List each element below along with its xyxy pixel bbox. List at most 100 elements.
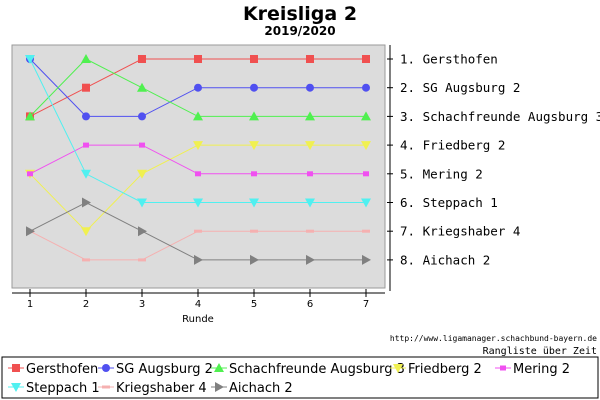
rank-label: 5. Mering 2 xyxy=(400,166,483,181)
data-point xyxy=(250,229,258,233)
legend-item: Kriegshaber 4 xyxy=(98,381,207,396)
legend-label: Steppach 1 xyxy=(26,381,100,396)
data-point xyxy=(306,254,315,265)
legend: Gersthofen SG Augsburg 2 Schachfreunde Aug… xyxy=(8,362,570,396)
legend-label: Friedberg 2 xyxy=(408,362,482,377)
data-point xyxy=(193,111,203,121)
data-point xyxy=(249,141,259,151)
data-point xyxy=(361,198,371,208)
rank-label: 4. Friedberg 2 xyxy=(400,138,505,153)
data-point xyxy=(137,198,147,208)
data-point xyxy=(25,55,35,64)
data-point xyxy=(138,226,147,237)
rank-label: 2. SG Augsburg 2 xyxy=(400,80,520,95)
legend-item: SG Augsburg 2 xyxy=(98,362,213,377)
legend-item: Aichach 2 xyxy=(211,381,293,396)
x-tick-label: 7 xyxy=(363,299,369,310)
data-point xyxy=(193,141,203,151)
legend-marker xyxy=(12,364,20,372)
data-point xyxy=(137,169,147,179)
x-tick-label: 4 xyxy=(195,299,201,310)
legend-item: Gersthofen xyxy=(8,362,98,377)
data-point xyxy=(139,142,145,148)
data-point xyxy=(138,258,146,262)
x-tick-label: 1 xyxy=(27,299,33,310)
series-5 xyxy=(25,55,371,208)
data-point xyxy=(83,142,89,148)
legend-marker xyxy=(102,364,110,372)
data-point xyxy=(361,111,371,121)
rank-label: 7. Kriegshaber 4 xyxy=(400,224,520,239)
data-point xyxy=(82,197,91,208)
data-point xyxy=(306,55,314,63)
data-point xyxy=(26,226,35,237)
x-tick-label: 3 xyxy=(139,299,145,310)
data-point xyxy=(362,55,370,63)
x-tick-label: 2 xyxy=(83,299,89,310)
series-7 xyxy=(26,197,371,265)
legend-marker xyxy=(500,365,506,371)
data-point xyxy=(305,141,315,151)
data-point xyxy=(250,55,258,63)
data-point xyxy=(362,229,370,233)
rank-label: 8. Aichach 2 xyxy=(400,252,490,267)
data-point xyxy=(81,227,91,237)
data-point xyxy=(138,112,146,121)
data-point xyxy=(250,83,258,92)
legend-marker xyxy=(214,363,224,372)
rank-label: 3. Schachfreunde Augsburg 3 xyxy=(400,109,600,124)
data-point xyxy=(82,112,90,121)
data-point xyxy=(194,83,202,92)
data-point xyxy=(82,258,90,262)
legend-label: Aichach 2 xyxy=(229,381,293,396)
data-point xyxy=(193,198,203,208)
x-axis: 1 2 3 4 5 6 7 xyxy=(12,289,385,310)
legend-label: Gersthofen xyxy=(26,362,98,377)
chart-caption: Rangliste über Zeit xyxy=(483,346,597,357)
legend-label: Kriegshaber 4 xyxy=(116,381,207,396)
data-point xyxy=(194,254,203,265)
chart-subtitle: 2019/2020 xyxy=(264,24,335,38)
legend-marker xyxy=(102,385,110,389)
data-point xyxy=(250,254,259,265)
data-point xyxy=(138,55,146,63)
x-tick-label: 6 xyxy=(307,299,313,310)
series-3 xyxy=(25,141,371,237)
x-axis-label: Runde xyxy=(182,314,214,325)
rank-label: 6. Steppach 1 xyxy=(400,195,498,210)
data-point xyxy=(25,111,35,121)
rank-axis: 1. Gersthofen 2. SG Augsburg 2 3. Schachfr… xyxy=(387,45,600,291)
data-point xyxy=(137,82,147,92)
series-4 xyxy=(27,142,369,177)
data-point xyxy=(362,83,370,92)
data-point xyxy=(306,83,314,92)
data-point xyxy=(195,171,201,177)
data-point xyxy=(249,198,259,208)
legend-marker xyxy=(393,364,403,373)
data-point xyxy=(307,171,313,177)
rank-label: 1. Gersthofen xyxy=(400,52,498,67)
legend-marker xyxy=(215,382,224,392)
plot-area xyxy=(11,44,386,289)
data-point xyxy=(361,141,371,151)
data-point xyxy=(194,229,202,233)
data-point xyxy=(306,229,314,233)
legend-label: SG Augsburg 2 xyxy=(116,362,213,377)
data-point xyxy=(81,169,91,179)
data-point xyxy=(362,254,371,265)
legend-marker xyxy=(11,383,21,392)
series-layer xyxy=(25,54,371,265)
data-point xyxy=(27,171,33,177)
legend-item: Steppach 1 xyxy=(8,381,100,396)
x-tick-label: 5 xyxy=(251,299,257,310)
data-point xyxy=(82,83,90,92)
data-point xyxy=(81,54,91,63)
data-point xyxy=(305,111,315,121)
chart-title: Kreisliga 2 xyxy=(243,3,357,25)
data-point xyxy=(249,111,259,121)
legend-item: Mering 2 xyxy=(495,362,570,377)
data-point xyxy=(305,198,315,208)
legend-item: Schachfreunde Augsburg 3 xyxy=(211,362,405,377)
source-url: http://www.ligamanager.schachbund-bayern… xyxy=(390,334,597,343)
